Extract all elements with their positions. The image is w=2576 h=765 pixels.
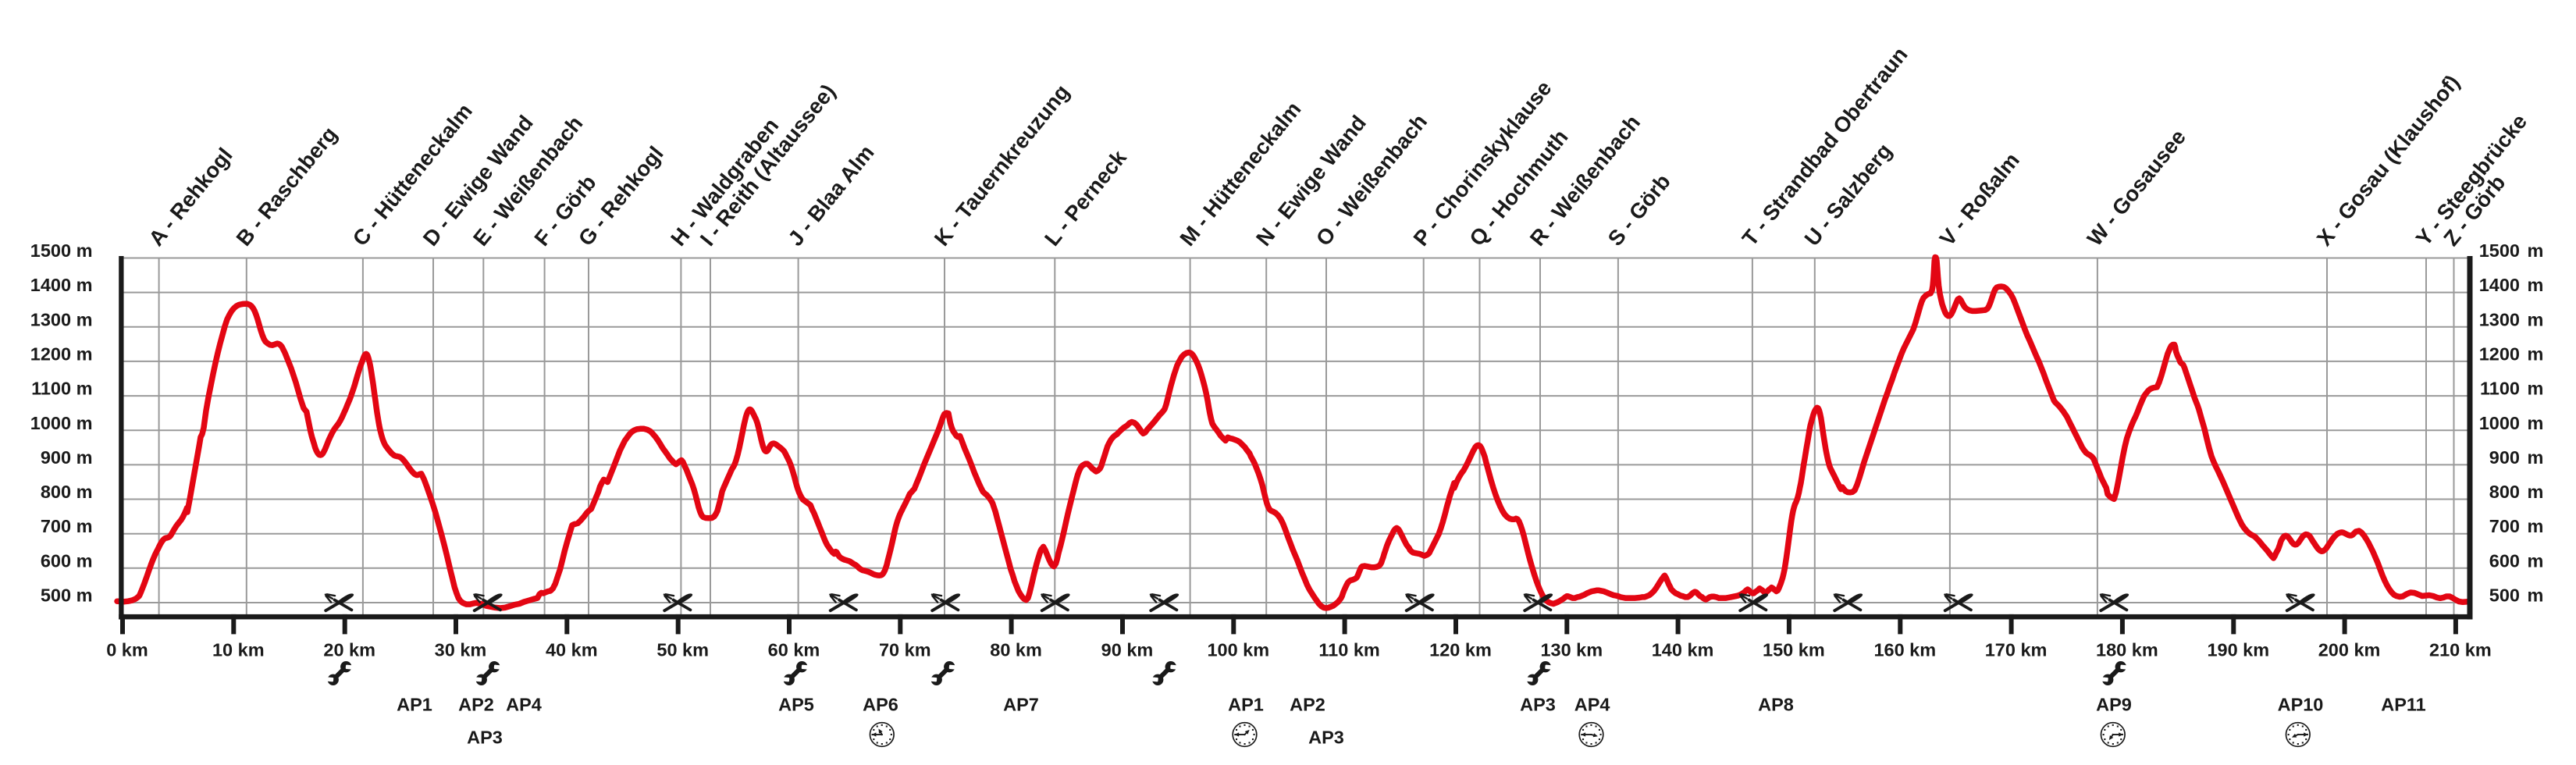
- svg-text:m: m: [2528, 482, 2544, 502]
- svg-text:800 m: 800 m: [41, 482, 93, 502]
- svg-text:140 km: 140 km: [1652, 640, 1714, 660]
- svg-text:900 m: 900 m: [41, 447, 93, 468]
- svg-text:170 km: 170 km: [1985, 640, 2048, 660]
- svg-text:m: m: [2528, 343, 2544, 364]
- svg-text:1400: 1400: [2479, 275, 2520, 295]
- svg-text:50 km: 50 km: [656, 640, 709, 660]
- svg-text:AP11: AP11: [2381, 695, 2426, 715]
- svg-text:AP3: AP3: [1308, 728, 1344, 748]
- svg-text:1200: 1200: [2479, 343, 2520, 364]
- svg-text:30 km: 30 km: [435, 640, 487, 660]
- svg-text:160 km: 160 km: [1873, 640, 1936, 660]
- svg-text:AP3: AP3: [1520, 695, 1556, 715]
- svg-text:1000: 1000: [2479, 413, 2520, 433]
- svg-text:m: m: [2528, 585, 2544, 606]
- svg-text:AP6: AP6: [863, 695, 898, 715]
- svg-text:800: 800: [2489, 482, 2520, 502]
- svg-text:1200 m: 1200 m: [30, 343, 93, 364]
- svg-text:900: 900: [2489, 447, 2520, 468]
- svg-text:60 km: 60 km: [768, 640, 820, 660]
- svg-text:m: m: [2528, 240, 2544, 261]
- svg-text:150 km: 150 km: [1763, 640, 1825, 660]
- svg-text:200 km: 200 km: [2318, 640, 2381, 660]
- svg-text:90 km: 90 km: [1101, 640, 1154, 660]
- svg-text:AP5: AP5: [778, 695, 814, 715]
- svg-text:120 km: 120 km: [1429, 640, 1492, 660]
- svg-text:AP4: AP4: [506, 695, 542, 715]
- svg-text:m: m: [2528, 309, 2544, 329]
- svg-text:AP2: AP2: [458, 695, 494, 715]
- svg-text:m: m: [2528, 275, 2544, 295]
- svg-text:1000 m: 1000 m: [30, 413, 93, 433]
- svg-text:AP4: AP4: [1574, 695, 1610, 715]
- svg-text:130 km: 130 km: [1540, 640, 1603, 660]
- svg-text:1300 m: 1300 m: [30, 309, 93, 329]
- svg-text:110 km: 110 km: [1318, 640, 1379, 660]
- svg-text:AP9: AP9: [2096, 695, 2132, 715]
- svg-text:m: m: [2528, 516, 2544, 536]
- svg-text:210 km: 210 km: [2429, 640, 2492, 660]
- svg-text:180 km: 180 km: [2096, 640, 2158, 660]
- svg-text:1400 m: 1400 m: [30, 275, 93, 295]
- svg-text:1100 m: 1100 m: [31, 379, 92, 399]
- svg-text:700 m: 700 m: [41, 516, 93, 536]
- svg-text:10 km: 10 km: [212, 640, 265, 660]
- svg-text:m: m: [2528, 550, 2544, 571]
- svg-text:700: 700: [2489, 516, 2520, 536]
- svg-text:m: m: [2528, 379, 2544, 399]
- svg-text:AP7: AP7: [1003, 695, 1039, 715]
- svg-text:m: m: [2528, 413, 2544, 433]
- svg-text:AP3: AP3: [467, 728, 503, 748]
- svg-text:190 km: 190 km: [2207, 640, 2269, 660]
- svg-text:1500: 1500: [2479, 240, 2520, 261]
- svg-text:1100: 1100: [2480, 379, 2520, 399]
- svg-text:100 km: 100 km: [1207, 640, 1269, 660]
- svg-text:AP2: AP2: [1290, 695, 1325, 715]
- svg-text:80 km: 80 km: [990, 640, 1042, 660]
- svg-text:20 km: 20 km: [323, 640, 375, 660]
- svg-text:1300: 1300: [2479, 309, 2520, 329]
- svg-text:500 m: 500 m: [41, 585, 93, 606]
- svg-text:AP8: AP8: [1758, 695, 1794, 715]
- svg-text:AP1: AP1: [397, 695, 432, 715]
- svg-text:AP1: AP1: [1228, 695, 1264, 715]
- svg-text:m: m: [2528, 447, 2544, 468]
- svg-text:0 km: 0 km: [106, 640, 148, 660]
- svg-text:40 km: 40 km: [546, 640, 598, 660]
- svg-text:600 m: 600 m: [41, 550, 93, 571]
- svg-text:AP10: AP10: [2278, 695, 2324, 715]
- svg-text:1500 m: 1500 m: [30, 240, 93, 261]
- svg-text:500: 500: [2489, 585, 2520, 606]
- svg-text:70 km: 70 km: [879, 640, 931, 660]
- svg-text:600: 600: [2489, 550, 2520, 571]
